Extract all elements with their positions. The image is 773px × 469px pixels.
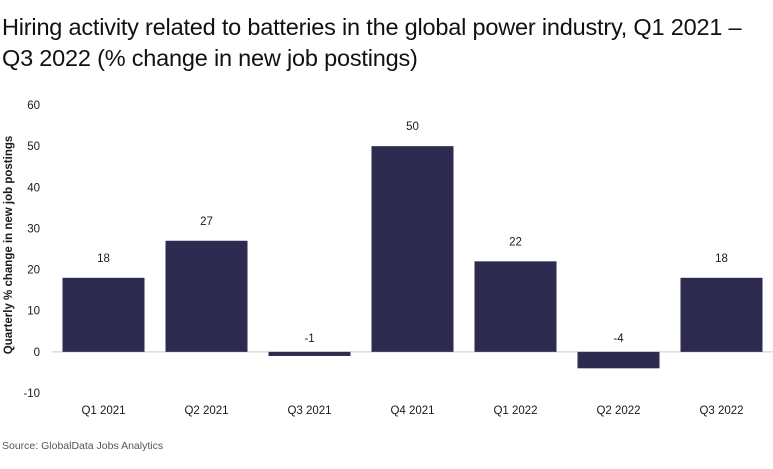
- source-note: Source: GlobalData Jobs Analytics: [2, 440, 164, 452]
- y-tick-label: 50: [27, 141, 40, 153]
- bar: [268, 351, 351, 356]
- x-tick-label: Q4 2021: [390, 405, 434, 417]
- x-tick-label: Q3 2021: [287, 405, 331, 417]
- bar: [371, 146, 454, 352]
- x-tick-label: Q1 2022: [493, 405, 537, 417]
- data-label: -4: [613, 333, 624, 345]
- bar: [62, 277, 145, 352]
- data-label: 50: [406, 121, 419, 133]
- y-tick-label: 10: [27, 306, 40, 318]
- data-label: 18: [715, 253, 728, 265]
- y-tick-label: 0: [34, 347, 40, 359]
- y-tick-label: 40: [27, 182, 40, 194]
- bar: [474, 261, 557, 352]
- data-label: 27: [200, 216, 213, 228]
- y-axis-label: Quarterly % change in new job postings: [3, 136, 15, 355]
- y-tick-label: 20: [27, 265, 40, 277]
- data-label: 22: [509, 236, 522, 248]
- x-tick-label: Q2 2021: [184, 405, 228, 417]
- data-labels: 18 27 -1 50 22 -4 18: [97, 121, 728, 345]
- bar: [577, 351, 660, 369]
- y-axis-ticks: -10 0 10 20 30 40 50 60: [23, 100, 40, 400]
- x-tick-label: Q3 2022: [699, 405, 743, 417]
- bar: [680, 277, 763, 352]
- bars: [62, 146, 763, 369]
- y-tick-label: 30: [27, 223, 40, 235]
- y-tick-label: 60: [27, 100, 40, 112]
- data-label: 18: [97, 253, 110, 265]
- x-axis-ticks: Q1 2021 Q2 2021 Q3 2021 Q4 2021 Q1 2022 Q2 20…: [81, 405, 743, 417]
- y-tick-label: -10: [23, 388, 40, 400]
- x-tick-label: Q1 2021: [81, 405, 125, 417]
- bar: [165, 240, 248, 352]
- data-label: -1: [304, 333, 314, 345]
- chart-title: Hiring activity related to batteries in …: [2, 14, 742, 71]
- x-tick-label: Q2 2022: [596, 405, 640, 417]
